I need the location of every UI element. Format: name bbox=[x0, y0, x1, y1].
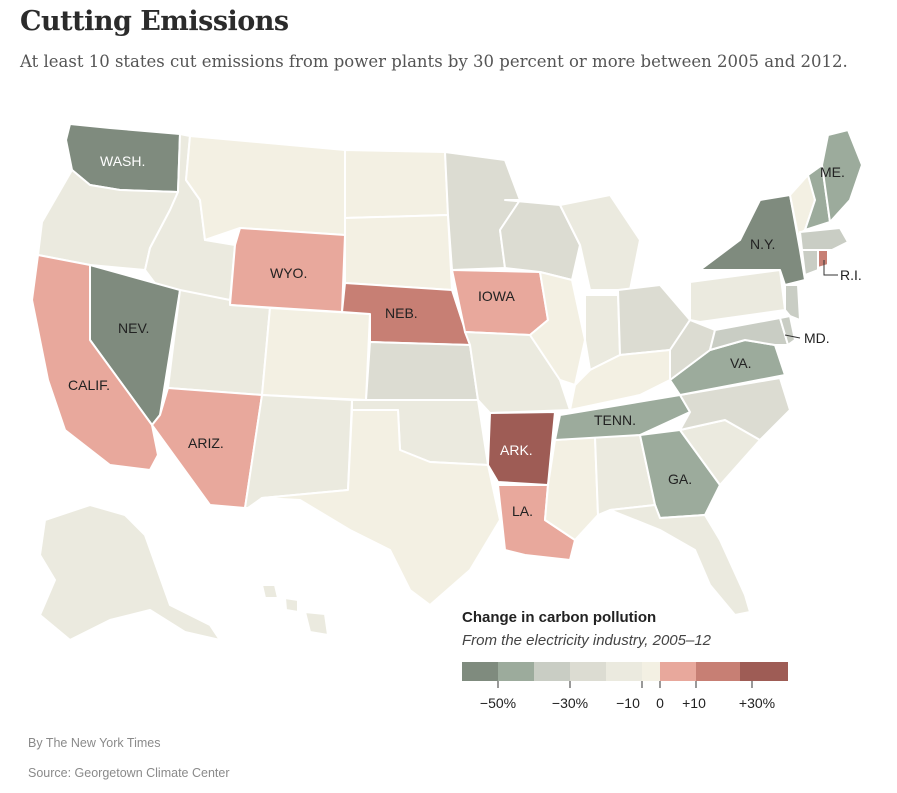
ri-leader-line bbox=[823, 260, 838, 276]
state-pennsylvania bbox=[689, 269, 786, 323]
legend-tick-label: +10 bbox=[682, 695, 706, 711]
label-ark: ARK. bbox=[500, 442, 533, 458]
legend-tick-label: +30% bbox=[739, 695, 775, 711]
md-leader-line bbox=[784, 334, 801, 339]
legend-swatch-2 bbox=[498, 662, 534, 681]
legend-title: Change in carbon pollution bbox=[462, 609, 657, 626]
label-me: ME. bbox=[820, 164, 845, 180]
legend-swatch-3 bbox=[534, 662, 570, 681]
label-iowa: IOWA bbox=[478, 288, 515, 304]
legend-swatch-7 bbox=[660, 662, 696, 681]
legend-swatch-1 bbox=[462, 662, 498, 681]
legend-swatch-9 bbox=[740, 662, 788, 681]
label-ny: N.Y. bbox=[750, 236, 775, 252]
state-mississippi bbox=[544, 436, 599, 541]
state-illinois bbox=[529, 271, 586, 386]
state-tennessee bbox=[554, 394, 691, 441]
state-massachusetts bbox=[799, 227, 849, 251]
state-montana bbox=[185, 135, 346, 241]
state-connecticut bbox=[801, 249, 819, 276]
label-la: LA. bbox=[512, 503, 533, 519]
label-md: MD. bbox=[804, 330, 830, 346]
state-hawaii-3 bbox=[304, 611, 329, 636]
state-north-dakota bbox=[344, 149, 449, 219]
legend-tick-label: −10 bbox=[616, 695, 640, 711]
label-wash: WASH. bbox=[100, 153, 145, 169]
source-note: Source: Georgetown Climate Center bbox=[28, 766, 230, 780]
state-hawaii-1 bbox=[261, 584, 279, 599]
label-wyo: WYO. bbox=[270, 265, 307, 281]
state-texas bbox=[261, 409, 501, 606]
state-alaska bbox=[39, 504, 221, 641]
state-colorado bbox=[261, 307, 371, 401]
label-ga: GA. bbox=[668, 471, 692, 487]
state-california bbox=[31, 254, 159, 471]
label-neb: NEB. bbox=[385, 305, 418, 321]
state-south-dakota bbox=[344, 214, 453, 291]
label-ri: R.I. bbox=[840, 267, 862, 283]
label-ariz: ARIZ. bbox=[188, 435, 224, 451]
label-calif: CALIF. bbox=[68, 377, 110, 393]
map-subtitle: At least 10 states cut emissions from po… bbox=[20, 52, 848, 71]
legend-color-bar bbox=[462, 662, 788, 681]
state-kansas bbox=[365, 341, 479, 401]
legend-swatch-8 bbox=[696, 662, 740, 681]
state-rhode-island bbox=[817, 249, 829, 269]
label-nev: NEV. bbox=[118, 320, 149, 336]
legend-tick-label: 0 bbox=[656, 695, 664, 711]
label-tenn: TENN. bbox=[594, 412, 636, 428]
state-new-york bbox=[699, 194, 806, 286]
byline: By The New York Times bbox=[28, 736, 161, 750]
legend-tick-label: −50% bbox=[480, 695, 516, 711]
state-hawaii-2 bbox=[284, 597, 299, 613]
state-new-jersey bbox=[784, 284, 801, 321]
state-north-carolina bbox=[679, 377, 791, 441]
legend-tick-label: −30% bbox=[552, 695, 588, 711]
legend-tick-marks bbox=[497, 681, 753, 688]
map-title: Cutting Emissions bbox=[20, 6, 289, 37]
state-florida bbox=[609, 504, 751, 616]
state-delaware bbox=[779, 315, 796, 346]
legend-swatch-4 bbox=[570, 662, 606, 681]
state-maine bbox=[821, 129, 863, 223]
legend-swatch-5 bbox=[606, 662, 642, 681]
state-arkansas bbox=[487, 411, 556, 486]
legend-swatch-6 bbox=[642, 662, 660, 681]
legend-subtitle: From the electricity industry, 2005–12 bbox=[462, 632, 712, 649]
label-va: VA. bbox=[730, 355, 752, 371]
